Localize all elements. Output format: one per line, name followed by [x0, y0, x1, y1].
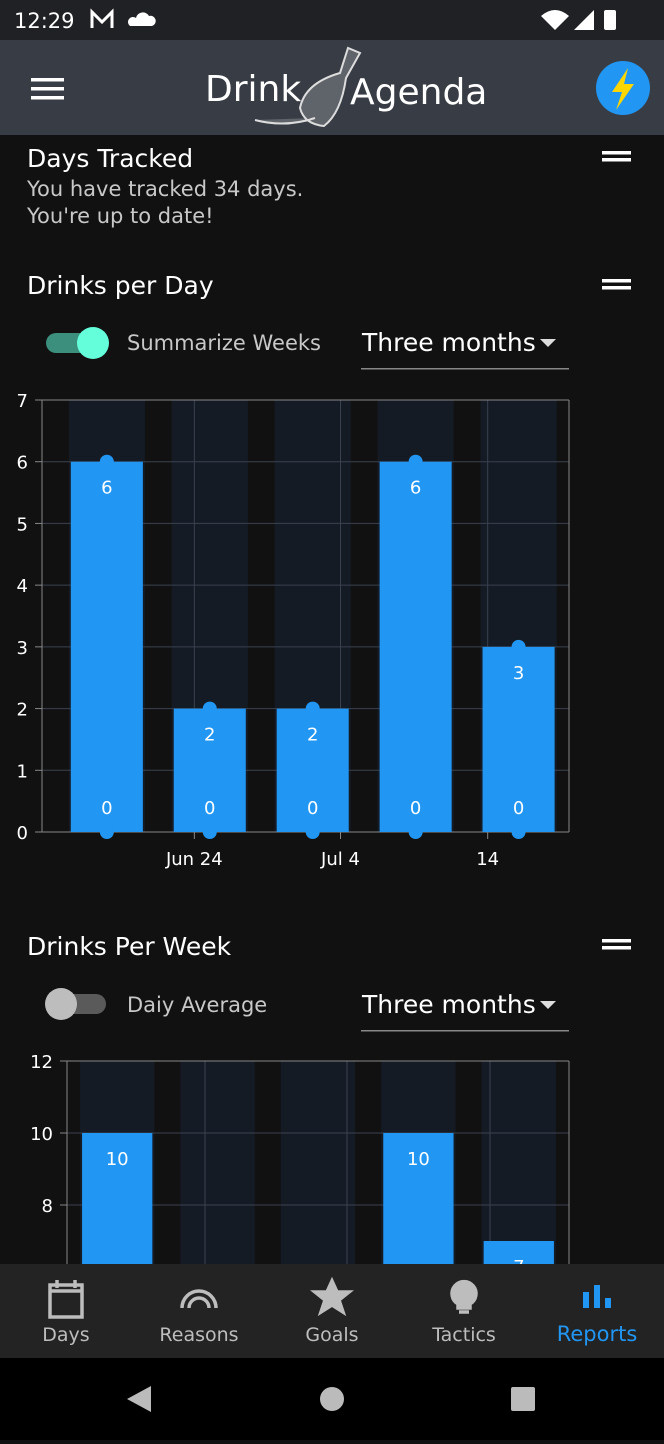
signal-icon	[574, 10, 594, 30]
section-text: You have tracked 34 days.	[26, 177, 303, 201]
dropdown-underline	[361, 1030, 569, 1032]
column-background	[481, 1061, 556, 1264]
drinks-per-week-chart: 810121066107	[30, 1052, 570, 1278]
dropdown-arrow	[540, 339, 556, 347]
nav-label[interactable]: Days	[42, 1324, 89, 1346]
base-dot	[202, 825, 217, 839]
column-background	[180, 1061, 255, 1264]
y-tick-label: 6	[17, 453, 28, 474]
base-value-label: 0	[101, 798, 112, 819]
base-value-label: 0	[513, 798, 524, 819]
base-dot	[305, 825, 320, 839]
base-dot	[511, 825, 526, 839]
x-tick-label: 14	[476, 849, 499, 870]
value-label: 7	[513, 1257, 524, 1278]
toggle[interactable]	[45, 988, 106, 1020]
value-label: 3	[513, 663, 524, 684]
range-dropdown[interactable]: Three months	[361, 990, 536, 1019]
cloud-icon	[128, 12, 156, 26]
section-title: Drinks Per Week	[27, 932, 232, 961]
bar-top-dot	[305, 701, 320, 716]
bar-top-dot	[408, 454, 423, 469]
nav-icon	[48, 1280, 84, 1319]
section-title: Days Tracked	[27, 144, 193, 173]
y-tick-label: 7	[17, 391, 28, 412]
y-tick-label: 12	[30, 1052, 53, 1073]
bar	[483, 1241, 554, 1264]
app-title-left: Drink	[205, 69, 301, 110]
y-tick-label: 4	[17, 576, 28, 597]
nav-label[interactable]: Reasons	[159, 1324, 238, 1346]
wifi-icon	[541, 10, 569, 30]
nav-icon	[180, 1289, 218, 1309]
y-tick-label: 3	[17, 638, 28, 659]
y-tick-label: 10	[30, 1124, 53, 1145]
home-button[interactable]	[320, 1387, 344, 1411]
nav-label[interactable]: Reports	[557, 1322, 638, 1346]
toggle-thumb	[45, 988, 77, 1020]
y-tick-label: 5	[17, 514, 28, 535]
toggle-label: Daiy Average	[127, 993, 267, 1017]
dropdown-underline	[361, 368, 569, 370]
y-tick-label: 8	[42, 1196, 53, 1217]
base-dot	[99, 825, 114, 839]
dropdown-arrow	[540, 1001, 556, 1009]
drag-handle[interactable]	[602, 279, 631, 290]
bar	[276, 708, 349, 832]
app-title-right: Agenda	[350, 72, 487, 113]
bar	[482, 646, 555, 832]
base-dot	[408, 825, 423, 839]
battery-icon	[604, 10, 616, 30]
bar-top-dot	[511, 639, 526, 654]
base-value-label: 0	[410, 798, 421, 819]
nav-icon	[450, 1279, 478, 1314]
drinks-per-day-chart: Jun 24 Jul 4 14 0 1 2 3 4 5 6 7 6 0 2 0 2 0 6 0 3 0	[17, 391, 570, 870]
menu-icon[interactable]	[31, 78, 64, 100]
y-tick-label: 2	[17, 700, 28, 721]
status-time: 12:29	[14, 9, 75, 33]
gmail-icon	[90, 8, 114, 28]
drag-handle[interactable]	[602, 939, 631, 950]
toggle-thumb	[77, 327, 109, 359]
bar-top-dot	[99, 454, 114, 469]
section-text: You're up to date!	[26, 204, 214, 228]
value-label: 6	[101, 478, 112, 499]
value-label: 10	[106, 1149, 129, 1170]
value-label: 10	[407, 1149, 430, 1170]
recents-button[interactable]	[511, 1387, 535, 1411]
bar	[70, 461, 143, 832]
nav-icon	[310, 1276, 354, 1317]
toggle-label: Summarize Weeks	[127, 331, 321, 355]
logo-glass	[254, 46, 362, 128]
bar	[82, 1133, 153, 1264]
column-background	[280, 1061, 356, 1264]
nav-label[interactable]: Goals	[305, 1324, 358, 1346]
value-label: 2	[204, 725, 215, 746]
value-label: 2	[307, 725, 318, 746]
nav-label[interactable]: Tactics	[431, 1324, 496, 1346]
x-tick-label: Jun 24	[165, 849, 223, 870]
bar-top-dot	[202, 701, 217, 716]
drag-handle[interactable]	[602, 151, 631, 162]
nav-icon	[583, 1285, 611, 1308]
range-dropdown[interactable]: Three months	[361, 328, 536, 357]
value-label: 6	[410, 478, 421, 499]
y-tick-label: 0	[17, 823, 28, 844]
bar	[379, 461, 452, 832]
lightning-icon	[612, 68, 634, 110]
section-title: Drinks per Day	[27, 271, 214, 300]
y-tick-label: 1	[17, 761, 28, 782]
bar	[173, 708, 246, 832]
back-button[interactable]	[127, 1386, 151, 1412]
toggle[interactable]	[46, 327, 109, 359]
bar	[383, 1133, 454, 1264]
x-tick-label: Jul 4	[320, 849, 360, 870]
base-value-label: 0	[204, 798, 215, 819]
base-value-label: 0	[307, 798, 318, 819]
nav-items: Days Reasons Goals Tactics Reports	[42, 1276, 638, 1346]
